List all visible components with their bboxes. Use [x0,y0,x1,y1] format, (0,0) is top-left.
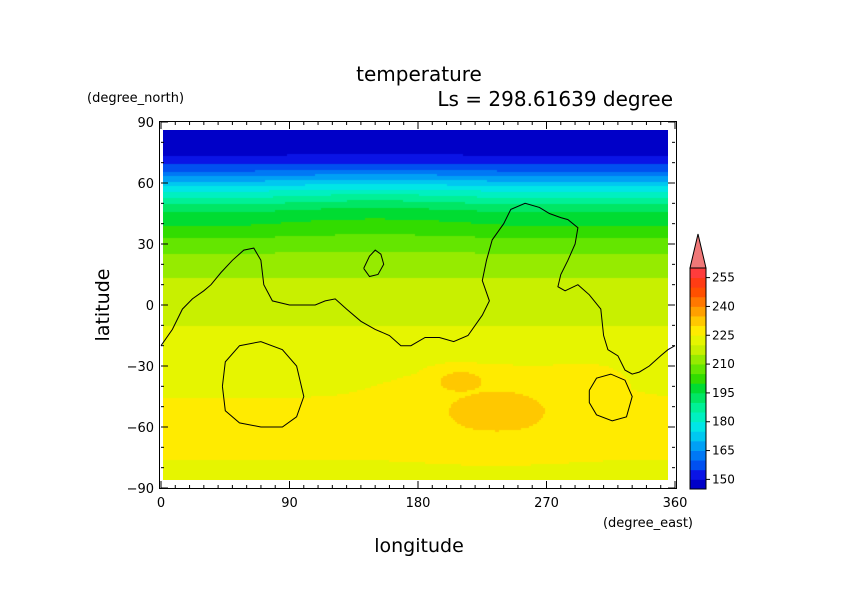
colorbar-band [690,440,706,451]
colorbar-band [690,460,706,471]
y-tick-label: 60 [137,177,154,192]
colorbar-label: 255 [712,271,735,285]
contour-lines [160,202,676,428]
colorbar-band [690,268,706,279]
colorbar-label: 225 [712,328,735,342]
x-tick-label: 180 [406,496,431,511]
colorbar-band [690,373,706,384]
colorbar-label: 165 [712,444,735,458]
contour-line-4 [588,373,633,422]
colorbar-band [690,354,706,365]
colorbar-label: 240 [712,299,735,313]
colorbar-band [690,316,706,327]
colorbar-band [690,325,706,336]
colorbar-band [690,431,706,442]
y-tick-label: −60 [127,421,154,436]
colorbar-band [690,277,706,288]
colorbar: 255 240 225 210 195 180 165 150 [689,233,735,490]
colorbar-band [690,412,706,423]
chart-subtitle: Ls = 298.61639 degree [437,87,673,111]
y-tick-label: −90 [127,482,154,497]
colorbar-band [690,364,706,375]
colorbar-band [690,383,706,394]
colorbar-label: 150 [712,472,735,486]
y-unit-label: (degree_north) [87,91,184,106]
x-tick-label: 90 [281,496,298,511]
colorbar-band [690,469,706,480]
colorbar-band [690,335,706,346]
y-tick-label: 90 [137,116,154,131]
y-tick-label: 30 [137,238,154,253]
x-tick-label: 270 [534,496,559,511]
colorbar-label: 180 [712,415,735,429]
colorbar-overflow-arrow [689,233,707,269]
x-tick-label: 0 [157,496,165,511]
x-axis-label: longitude [374,535,464,557]
y-tick-label: 0 [146,299,154,314]
chart-title: temperature [356,62,482,86]
colorbar-frame [689,267,707,490]
y-axis: 90 60 30 0 −30 −60 −90 [127,116,675,497]
colorbar-band [690,421,706,432]
x-unit-label: (degree_east) [603,516,693,531]
x-axis: 0 90 180 270 360 [157,122,688,511]
colorbar-band [690,479,706,490]
contour-line-2 [363,249,385,278]
colorbar-band [690,344,706,355]
contour-line-1 [160,202,676,375]
plot-frame [159,121,677,489]
colorbar-label: 210 [712,357,735,371]
heatmap-field [163,130,668,480]
colorbar-band [690,287,706,298]
colorbar-label: 195 [712,386,735,400]
colorbar-band [690,450,706,461]
contour-line-3 [221,341,305,428]
colorbar-band [690,402,706,413]
colorbar-band [690,296,706,307]
colorbar-band [690,392,706,403]
y-axis-label: latitude [92,269,114,342]
colorbar-band [690,306,706,317]
heatmap-image [163,130,668,480]
x-tick-label: 360 [663,496,688,511]
y-tick-label: −30 [127,360,154,375]
